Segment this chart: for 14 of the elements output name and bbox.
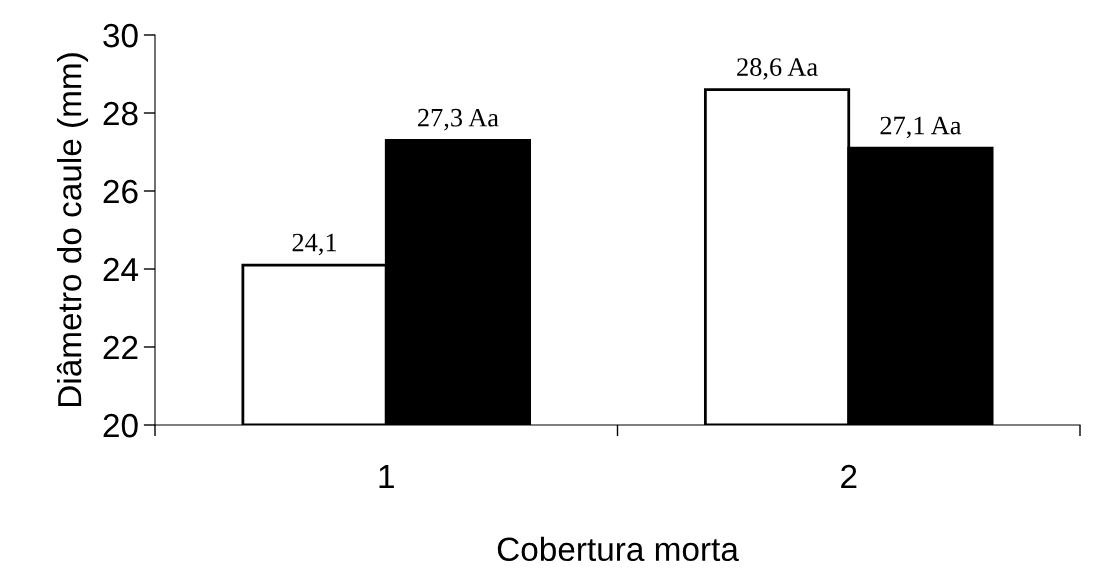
y-tick-label: 26 (103, 179, 138, 204)
y-tick-label: 22 (103, 335, 138, 360)
y-tick-label: 24 (103, 257, 139, 282)
y-tick-label: 20 (103, 413, 138, 438)
data-label: 24,1 (292, 233, 337, 256)
y-axis-title: Diâmetro do caule (mm) (56, 53, 89, 407)
data-label: 27,3 Aa (418, 108, 499, 131)
y-tick-label: 28 (103, 101, 138, 126)
x-tick-label: 2 (841, 464, 857, 489)
data-label: 27,1 Aa (880, 116, 962, 139)
x-axis-title: Cobertura morta (497, 536, 739, 562)
x-tick-label: 1 (379, 465, 394, 489)
y-tick-label: 30 (103, 23, 138, 48)
data-label: 28,6 Aa (737, 58, 818, 80)
